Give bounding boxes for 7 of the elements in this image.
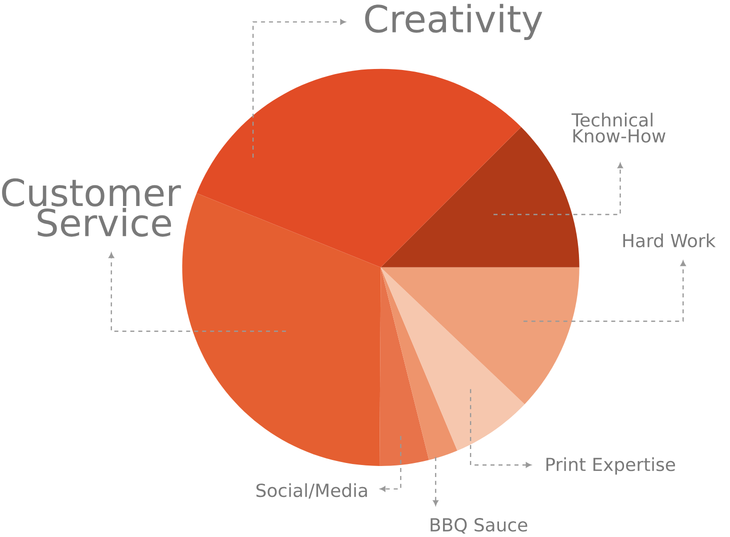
slice-label: Creativity [365,4,542,40]
slice-label: Technical Know-How [572,112,666,143]
slice-label: Print Expertise [546,457,675,475]
slice-label: BBQ Sauce [430,518,528,534]
slice-label: Hard Work [623,234,716,248]
slice-label: Customer Service [2,178,181,237]
slice-label: Social/Media [256,483,367,499]
